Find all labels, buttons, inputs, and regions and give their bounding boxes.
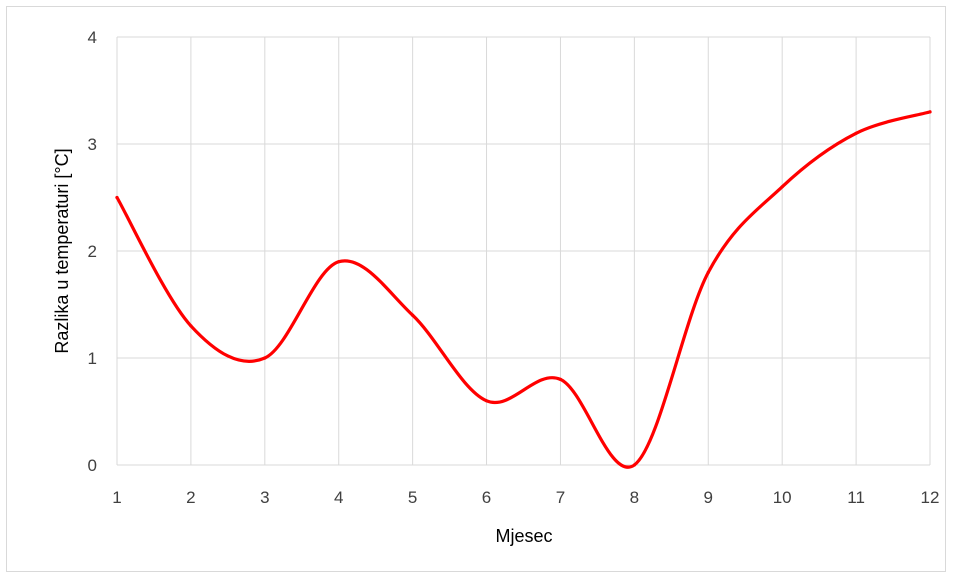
x-tick-label: 11 [847, 488, 865, 507]
series-group [115, 110, 932, 469]
data-point [337, 260, 341, 264]
data-point [632, 463, 636, 467]
x-tick-label: 5 [408, 488, 417, 507]
x-tick-label: 2 [186, 488, 195, 507]
y-axis-title: Razlika u temperaturi [°C] [52, 148, 72, 353]
data-point [854, 131, 858, 135]
y-tick-labels: 0 1 2 3 4 [88, 28, 97, 475]
data-point [558, 377, 563, 381]
x-tick-label: 6 [482, 488, 491, 507]
x-tick-label: 9 [704, 488, 713, 507]
x-tick-label: 12 [921, 488, 940, 507]
x-tick-label: 7 [556, 488, 565, 507]
data-point [706, 270, 710, 274]
data-point [484, 399, 489, 403]
data-point [780, 185, 784, 189]
x-tick-label: 8 [630, 488, 639, 507]
x-tick-labels: 1 2 3 4 5 6 7 8 9 10 11 12 [112, 488, 939, 507]
x-tick-label: 3 [260, 488, 269, 507]
x-tick-label: 1 [112, 488, 121, 507]
data-point [411, 313, 415, 317]
y-tick-label: 1 [88, 349, 97, 368]
data-point [189, 324, 193, 328]
y-tick-label: 0 [88, 456, 97, 475]
y-tick-label: 3 [88, 135, 97, 154]
data-point [263, 356, 267, 360]
gridlines [116, 36, 931, 466]
x-tick-label: 4 [334, 488, 343, 507]
y-tick-label: 4 [88, 28, 97, 47]
series-line-0 [115, 110, 932, 469]
data-point [115, 195, 119, 200]
x-tick-label: 10 [773, 488, 792, 507]
data-point [928, 110, 932, 114]
chart-frame [6, 6, 946, 572]
x-axis-title: Mjesec [495, 526, 552, 546]
y-tick-label: 2 [88, 242, 97, 261]
